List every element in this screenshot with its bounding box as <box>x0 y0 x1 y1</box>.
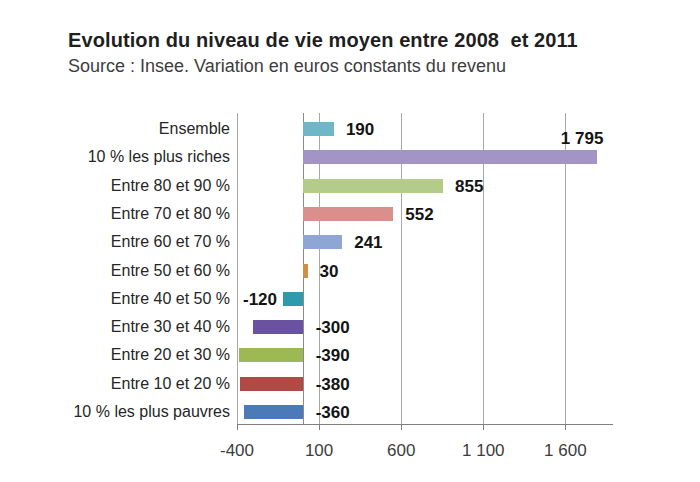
value-label: -300 <box>316 318 350 338</box>
bar-3 <box>303 179 443 193</box>
bar-2 <box>303 150 598 164</box>
chart-title: Evolution du niveau de vie moyen entre 2… <box>68 29 578 52</box>
x-tick-label: 1 600 <box>520 441 610 461</box>
x-tick-mark <box>565 424 566 430</box>
bar-10 <box>240 377 302 391</box>
category-label: Entre 80 et 90 % <box>111 177 230 195</box>
bar-4 <box>303 207 394 221</box>
category-label: Entre 60 et 70 % <box>111 233 230 251</box>
x-gridline <box>237 113 238 424</box>
x-tick-mark <box>319 424 320 430</box>
value-label: 552 <box>405 205 433 225</box>
bar-9 <box>239 348 303 362</box>
bar-1 <box>303 122 334 136</box>
category-label: Entre 10 et 20 % <box>111 375 230 393</box>
x-tick-label: 100 <box>274 441 364 461</box>
value-label: -360 <box>316 403 350 423</box>
chart-canvas: Evolution du niveau de vie moyen entre 2… <box>0 0 700 482</box>
category-label: Entre 20 et 30 % <box>111 346 230 364</box>
x-tick-mark <box>237 424 238 430</box>
x-tick-label: 600 <box>356 441 446 461</box>
category-label: 10 % les plus pauvres <box>73 403 230 421</box>
category-label: Entre 70 et 80 % <box>111 205 230 223</box>
category-label: 10 % les plus riches <box>88 148 230 166</box>
category-label: Ensemble <box>159 120 230 138</box>
x-tick-label: -400 <box>192 441 282 461</box>
x-tick-mark <box>483 424 484 430</box>
value-label: 1 795 <box>561 129 604 149</box>
bar-7 <box>283 292 303 306</box>
value-label: 241 <box>354 233 382 253</box>
plot-area <box>237 113 613 425</box>
bar-6 <box>303 264 308 278</box>
value-label: 855 <box>455 177 483 197</box>
value-label: -120 <box>243 290 277 310</box>
bar-11 <box>244 405 303 419</box>
bar-8 <box>253 320 302 334</box>
value-label: -390 <box>316 346 350 366</box>
value-label: 190 <box>346 120 374 140</box>
category-label: Entre 30 et 40 % <box>111 318 230 336</box>
x-tick-mark <box>401 424 402 430</box>
value-label: -380 <box>316 375 350 395</box>
bar-5 <box>303 235 343 249</box>
value-label: 30 <box>320 262 339 282</box>
x-tick-label: 1 100 <box>438 441 528 461</box>
category-label: Entre 40 et 50 % <box>111 290 230 308</box>
chart-subtitle: Source : Insee. Variation en euros const… <box>68 56 506 77</box>
category-label: Entre 50 et 60 % <box>111 262 230 280</box>
